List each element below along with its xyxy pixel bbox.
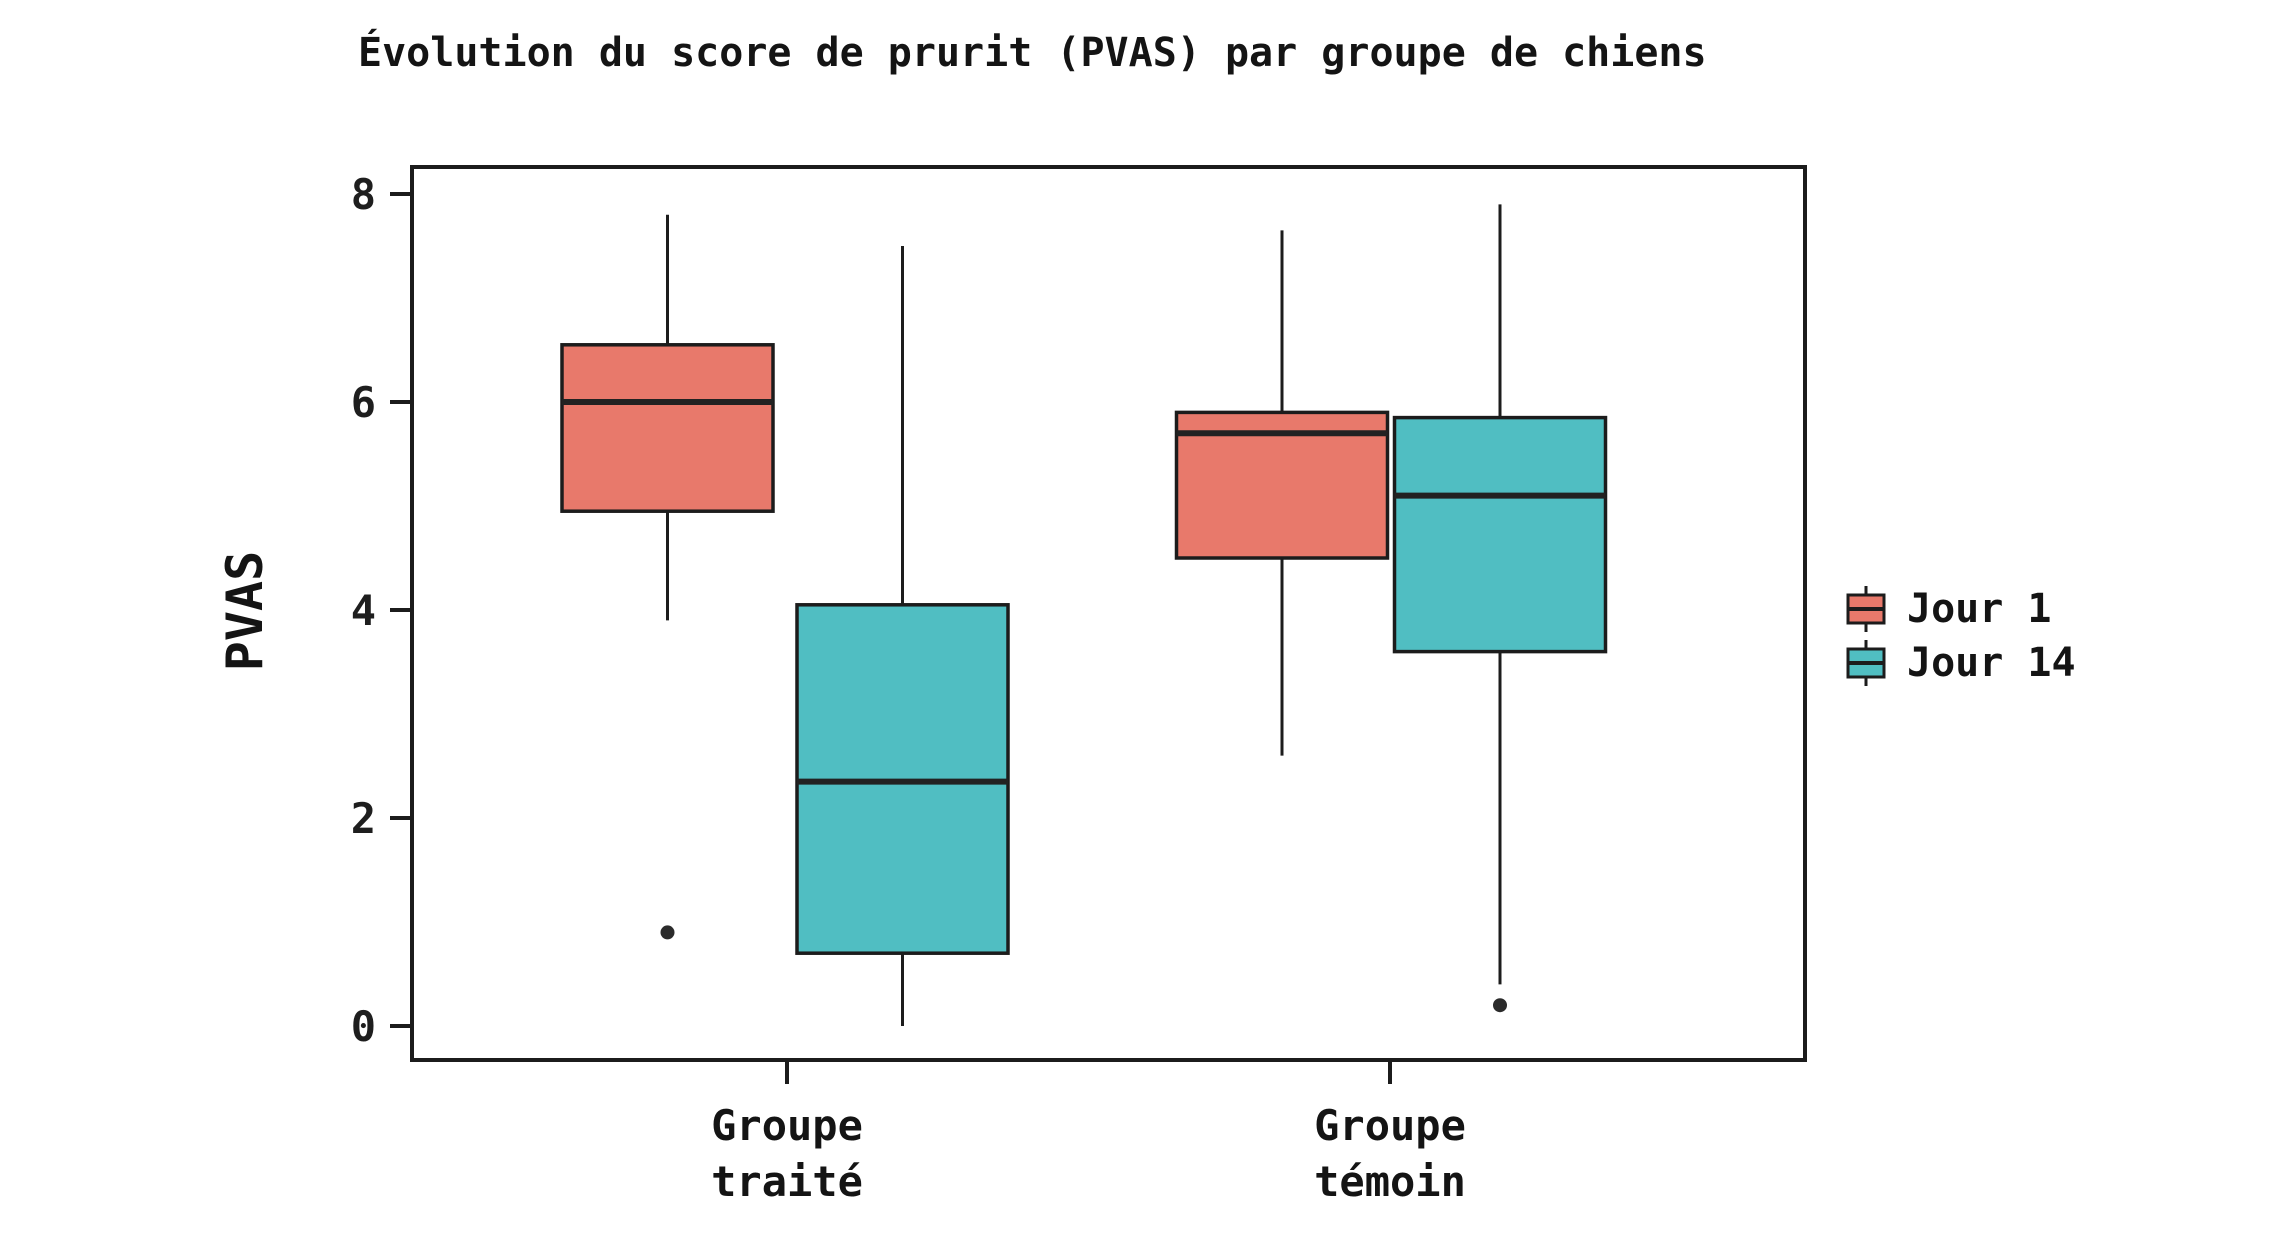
- x-axis-label-groupe-temoin: Groupe témoin: [1314, 1098, 1466, 1210]
- outlier-jour-1-groupe-traite-0: [660, 925, 675, 940]
- boxplot-key-icon: [1846, 640, 1886, 686]
- x-axis-label-groupe-traite: Groupe traité: [711, 1098, 863, 1210]
- x-axis-label-line2: traité: [711, 1157, 863, 1206]
- boxplot-key-icon: [1846, 586, 1886, 632]
- box-jour-14-groupe-temoin: [1392, 415, 1608, 654]
- x-axis-label-line1: Groupe: [1314, 1101, 1466, 1150]
- x-axis-label-line1: Groupe: [711, 1101, 863, 1150]
- x-axis-label-line2: témoin: [1314, 1157, 1466, 1206]
- y-tick-label-2: 2: [351, 794, 376, 843]
- box-jour-1-groupe-traite: [560, 343, 775, 513]
- legend: Jour 1 Jour 14: [1845, 586, 2076, 686]
- legend-label-jour-14: Jour 14: [1907, 640, 2076, 686]
- legend-entry-jour-1: Jour 1: [1845, 586, 2076, 632]
- legend-entry-jour-14: Jour 14: [1845, 640, 2076, 686]
- y-tick-label-0: 0: [351, 1002, 376, 1051]
- chart-title: Évolution du score de prurit (PVAS) par …: [358, 30, 1707, 76]
- box-jour-1-groupe-temoin: [1174, 410, 1390, 560]
- y-tick-label-6: 6: [351, 378, 376, 427]
- outlier-jour-14-groupe-temoin-0: [1493, 998, 1507, 1013]
- y-tick-label-8: 8: [351, 170, 376, 219]
- legend-label-jour-1: Jour 1: [1907, 586, 2052, 632]
- y-tick-label-4: 4: [351, 586, 376, 635]
